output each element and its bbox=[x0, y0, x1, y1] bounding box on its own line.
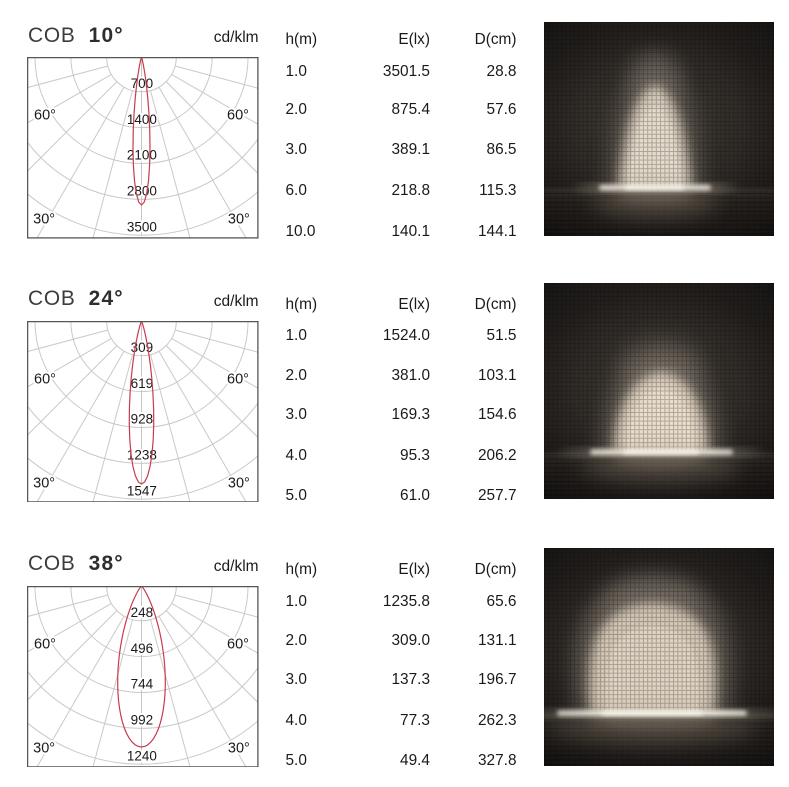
svg-text:928: 928 bbox=[131, 411, 154, 426]
svg-text:744: 744 bbox=[131, 676, 154, 691]
svg-text:248: 248 bbox=[131, 605, 154, 620]
svg-text:700: 700 bbox=[131, 76, 154, 91]
svg-text:60°: 60° bbox=[227, 636, 249, 652]
svg-text:30°: 30° bbox=[33, 212, 55, 228]
svg-text:60°: 60° bbox=[34, 371, 56, 387]
svg-text:30°: 30° bbox=[228, 740, 250, 756]
svg-text:3500: 3500 bbox=[127, 220, 157, 235]
svg-text:2800: 2800 bbox=[127, 184, 157, 199]
svg-text:60°: 60° bbox=[34, 636, 56, 652]
svg-text:1240: 1240 bbox=[127, 748, 157, 763]
svg-text:1400: 1400 bbox=[127, 112, 157, 127]
svg-text:60°: 60° bbox=[34, 108, 56, 124]
svg-text:2100: 2100 bbox=[127, 148, 157, 163]
svg-text:30°: 30° bbox=[228, 475, 250, 491]
svg-text:30°: 30° bbox=[33, 475, 55, 491]
svg-text:30°: 30° bbox=[228, 212, 250, 228]
svg-text:30°: 30° bbox=[33, 740, 55, 756]
svg-text:1547: 1547 bbox=[127, 483, 157, 498]
svg-text:1238: 1238 bbox=[127, 447, 157, 462]
svg-text:496: 496 bbox=[131, 641, 154, 656]
svg-text:60°: 60° bbox=[227, 108, 249, 124]
svg-text:992: 992 bbox=[131, 712, 154, 727]
svg-text:60°: 60° bbox=[227, 371, 249, 387]
svg-text:619: 619 bbox=[131, 376, 154, 391]
